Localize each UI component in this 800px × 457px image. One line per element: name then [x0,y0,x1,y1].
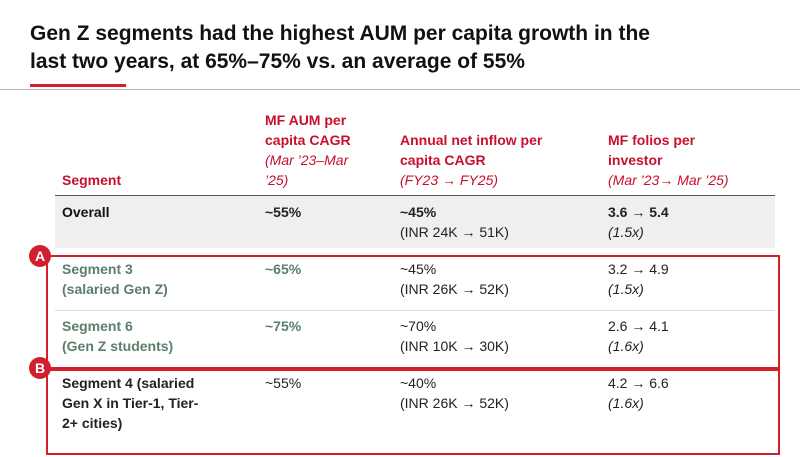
column-header: Segment [62,172,122,188]
cell-text: 3.6 → 5.4 [608,204,669,220]
cell-text: ~65% [265,261,302,277]
column-header: capita CAGR [400,152,486,168]
highlight-a [46,255,780,371]
segment-name: Segment 4 (salaried [62,375,195,391]
cell-text: (INR 26K → 52K) [400,395,509,411]
column-header: MF folios per [608,132,696,148]
cell-text: (INR 26K → 52K) [400,281,509,297]
cell-text: ~55% [265,204,302,220]
cell-text: ~45% [400,261,437,277]
cell-text: ~55% [265,375,302,391]
segment-name: Segment 3 [62,261,133,277]
column-header: investor [608,152,663,168]
column-header: Annual net inflow per [400,132,543,148]
section-marker: A [29,245,51,267]
cell-text: 3.2 → 4.9 [608,261,669,277]
cell-text: ~70% [400,318,437,334]
segment-name: (salaried Gen Z) [62,281,168,297]
title-accent [30,84,126,87]
row-rule [55,310,775,311]
column-header: capita CAGR [265,132,351,148]
overall-row-bg [55,196,775,248]
title-line: Gen Z segments had the highest AUM per c… [30,22,650,45]
title-line: last two years, at 65%–75% vs. an averag… [30,50,525,73]
segment-name: 2+ cities) [62,415,123,431]
divider [0,89,800,90]
header-rule [55,195,775,196]
column-header: (Mar ’23→ Mar ’25) [608,172,729,188]
cell-text: (INR 10K → 30K) [400,338,509,354]
cell-text: (INR 24K → 51K) [400,224,509,240]
segment-name: Segment 6 [62,318,133,334]
cell-text: (1.6x) [608,338,644,354]
cell-text: ~40% [400,375,437,391]
cell-text: 2.6 → 4.1 [608,318,669,334]
segment-name: Gen X in Tier-1, Tier- [62,395,199,411]
cell-text: (1.6x) [608,395,644,411]
column-header: MF AUM per [265,112,347,128]
column-header: (FY23 → FY25) [400,172,499,188]
column-header: ’25) [265,172,289,188]
cell-text: (1.5x) [608,224,644,240]
cell-text: 4.2 → 6.6 [608,375,669,391]
cell-text: ~45% [400,204,437,220]
cell-text: ~75% [265,318,302,334]
segment-name: (Gen Z students) [62,338,174,354]
cell-text: (1.5x) [608,281,644,297]
highlight-b [46,367,780,455]
segment-name: Overall [62,204,110,220]
section-marker: B [29,357,51,379]
column-header: (Mar ’23–Mar [265,152,349,168]
